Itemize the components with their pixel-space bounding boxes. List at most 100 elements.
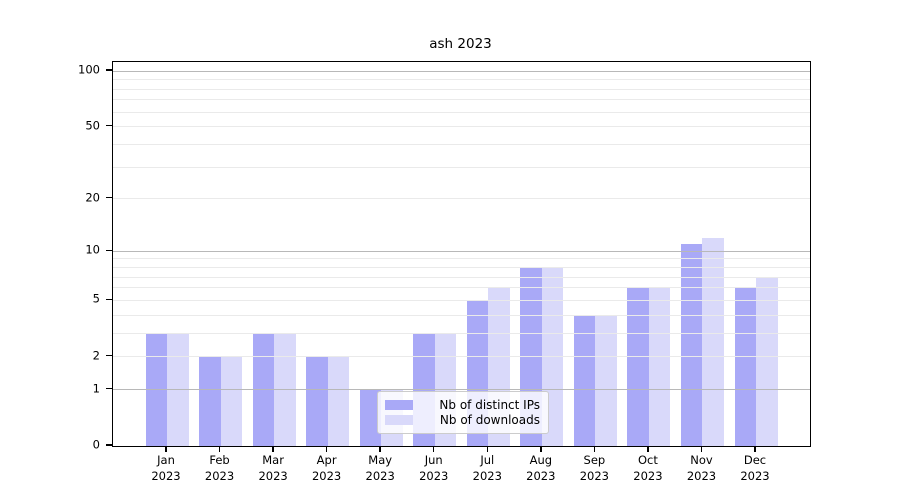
legend-item-distinct-ips: Nb of distinct IPs xyxy=(385,397,540,412)
x-tick-mark-jun xyxy=(433,446,435,452)
x-tick-label-aug: Aug 2023 xyxy=(506,453,576,484)
legend-label-ips: Nb of distinct IPs xyxy=(439,397,540,412)
y-tick-label-50: 50 xyxy=(85,117,100,132)
x-tick-label-jul: Jul 2023 xyxy=(452,453,522,484)
bar-ips-mar xyxy=(252,333,275,446)
y-tick-mark-1 xyxy=(106,387,112,390)
gridline-60 xyxy=(113,111,810,113)
y-tick-mark-2 xyxy=(106,355,112,357)
gridline-30 xyxy=(113,166,810,168)
gridline-80 xyxy=(113,88,810,90)
legend-swatch-ips xyxy=(385,399,413,410)
bar-ips-jan xyxy=(145,333,167,446)
bar-downloads-dec xyxy=(756,277,778,446)
y-tick-mark-10 xyxy=(106,249,112,251)
legend-item-downloads: Nb of downloads xyxy=(385,413,540,428)
x-tick-mark-jul xyxy=(486,446,488,452)
bar-ips-feb xyxy=(199,356,221,446)
x-tick-month: Nov xyxy=(690,453,713,467)
bar-downloads-sep xyxy=(595,315,617,446)
x-tick-year: 2023 xyxy=(311,468,342,483)
gridline-90 xyxy=(113,79,810,81)
bar-downloads-mar xyxy=(274,333,296,446)
bar-downloads-oct xyxy=(648,287,671,446)
plot-area: Nb of distinct IPs Nb of downloads xyxy=(112,61,811,447)
x-tick-label-sep: Sep 2023 xyxy=(559,453,629,484)
bar-downloads-apr xyxy=(327,356,350,446)
y-tick-label-10: 10 xyxy=(85,242,100,257)
x-tick-month: Apr xyxy=(316,453,337,467)
y-tick-mark-100 xyxy=(106,69,112,71)
gridline-100 xyxy=(113,70,810,72)
x-tick-label-oct: Oct 2023 xyxy=(613,453,683,484)
x-tick-month: Jul xyxy=(480,453,495,467)
legend: Nb of distinct IPs Nb of downloads xyxy=(377,391,549,434)
legend-label-downloads: Nb of downloads xyxy=(439,413,540,428)
x-tick-mark-sep xyxy=(593,446,596,452)
x-tick-mark-feb xyxy=(218,446,221,452)
gridline-70 xyxy=(113,99,810,101)
x-tick-month: Jun xyxy=(424,453,443,467)
bar-downloads-feb xyxy=(220,356,243,446)
bar-ips-oct xyxy=(627,287,649,446)
y-tick-mark-50 xyxy=(106,124,112,127)
x-tick-month: May xyxy=(368,453,393,467)
x-tick-year: 2023 xyxy=(633,468,663,483)
y-tick-label-1: 1 xyxy=(92,380,100,395)
x-tick-mark-apr xyxy=(325,446,328,452)
x-tick-year: 2023 xyxy=(204,468,235,483)
x-tick-label-apr: Apr 2023 xyxy=(292,453,362,484)
x-tick-mark-aug xyxy=(540,446,542,452)
x-tick-year: 2023 xyxy=(526,468,556,483)
bar-downloads-jan xyxy=(167,333,189,446)
x-tick-year: 2023 xyxy=(151,468,181,483)
y-tick-label-5: 5 xyxy=(92,291,100,306)
y-tick-mark-5 xyxy=(106,298,112,301)
x-tick-mark-dec xyxy=(754,446,756,452)
y-tick-mark-0 xyxy=(106,444,112,446)
x-tick-mark-mar xyxy=(272,446,274,452)
gridline-20 xyxy=(113,198,810,200)
bar-ips-sep xyxy=(573,315,596,446)
bar-ips-dec xyxy=(734,287,756,446)
y-tick-label-20: 20 xyxy=(85,189,100,204)
bar-ips-apr xyxy=(306,356,328,446)
bar-downloads-nov xyxy=(702,237,724,446)
bar-ips-nov xyxy=(680,244,703,446)
y-tick-label-100: 100 xyxy=(78,62,100,77)
gridline-50 xyxy=(113,126,810,128)
x-tick-label-jan: Jan 2023 xyxy=(131,453,201,484)
x-tick-month: Mar xyxy=(262,453,284,467)
x-tick-label-feb: Feb 2023 xyxy=(185,453,255,484)
legend-swatch-downloads xyxy=(385,415,413,426)
y-tick-label-0: 0 xyxy=(92,437,100,452)
x-tick-month: Dec xyxy=(743,453,767,467)
x-tick-label-dec: Dec 2023 xyxy=(720,453,790,484)
x-tick-month: Feb xyxy=(209,453,230,467)
x-tick-mark-may xyxy=(379,446,381,452)
x-tick-mark-oct xyxy=(647,446,649,452)
y-tick-label-2: 2 xyxy=(92,348,100,362)
y-tick-mark-20 xyxy=(106,196,112,199)
x-tick-year: 2023 xyxy=(686,468,717,483)
x-tick-year: 2023 xyxy=(472,468,502,483)
x-tick-year: 2023 xyxy=(258,468,288,483)
x-tick-month: Aug xyxy=(529,453,553,467)
x-tick-year: 2023 xyxy=(579,468,609,483)
x-tick-month: Oct xyxy=(637,453,658,467)
x-tick-year: 2023 xyxy=(419,468,449,483)
gridline-40 xyxy=(113,143,810,145)
chart-title: ash 2023 xyxy=(429,36,492,52)
x-tick-mark-nov xyxy=(700,446,703,452)
x-tick-year: 2023 xyxy=(740,468,770,483)
x-tick-label-may: May 2023 xyxy=(345,453,415,484)
x-tick-mark-jan xyxy=(165,446,167,452)
x-tick-month: Jan xyxy=(157,453,175,467)
x-tick-year: 2023 xyxy=(365,468,395,483)
bar-ips-may xyxy=(359,389,382,446)
x-tick-label-jun: Jun 2023 xyxy=(399,453,469,484)
x-tick-label-mar: Mar 2023 xyxy=(238,453,308,484)
x-tick-month: Sep xyxy=(583,453,606,467)
x-tick-label-nov: Nov 2023 xyxy=(666,453,736,484)
